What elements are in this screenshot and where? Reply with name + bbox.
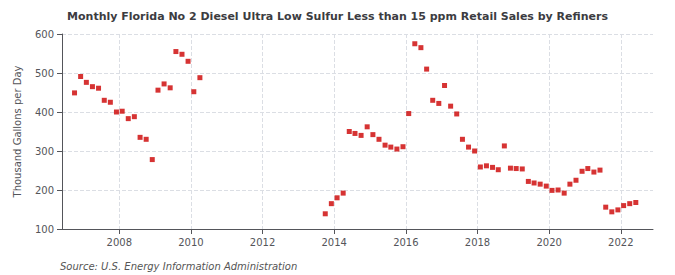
svg-text:2016: 2016 — [393, 237, 418, 248]
svg-text:300: 300 — [35, 146, 54, 157]
svg-text:2018: 2018 — [465, 237, 490, 248]
svg-text:100: 100 — [35, 224, 54, 235]
svg-text:600: 600 — [35, 29, 54, 40]
svg-text:2010: 2010 — [178, 237, 203, 248]
svg-text:2022: 2022 — [608, 237, 633, 248]
svg-text:Thousand Gallons per Day: Thousand Gallons per Day — [12, 65, 23, 198]
svg-text:2014: 2014 — [321, 237, 346, 248]
svg-text:400: 400 — [35, 107, 54, 118]
svg-text:Source: U.S. Energy Informatio: Source: U.S. Energy Information Administ… — [60, 261, 297, 272]
svg-text:Monthly Florida No 2 Diesel Ul: Monthly Florida No 2 Diesel Ultra Low Su… — [67, 10, 608, 23]
svg-text:200: 200 — [35, 185, 54, 196]
svg-text:2020: 2020 — [536, 237, 561, 248]
svg-text:2012: 2012 — [250, 237, 275, 248]
svg-text:500: 500 — [35, 68, 54, 79]
svg-text:2008: 2008 — [107, 237, 132, 248]
